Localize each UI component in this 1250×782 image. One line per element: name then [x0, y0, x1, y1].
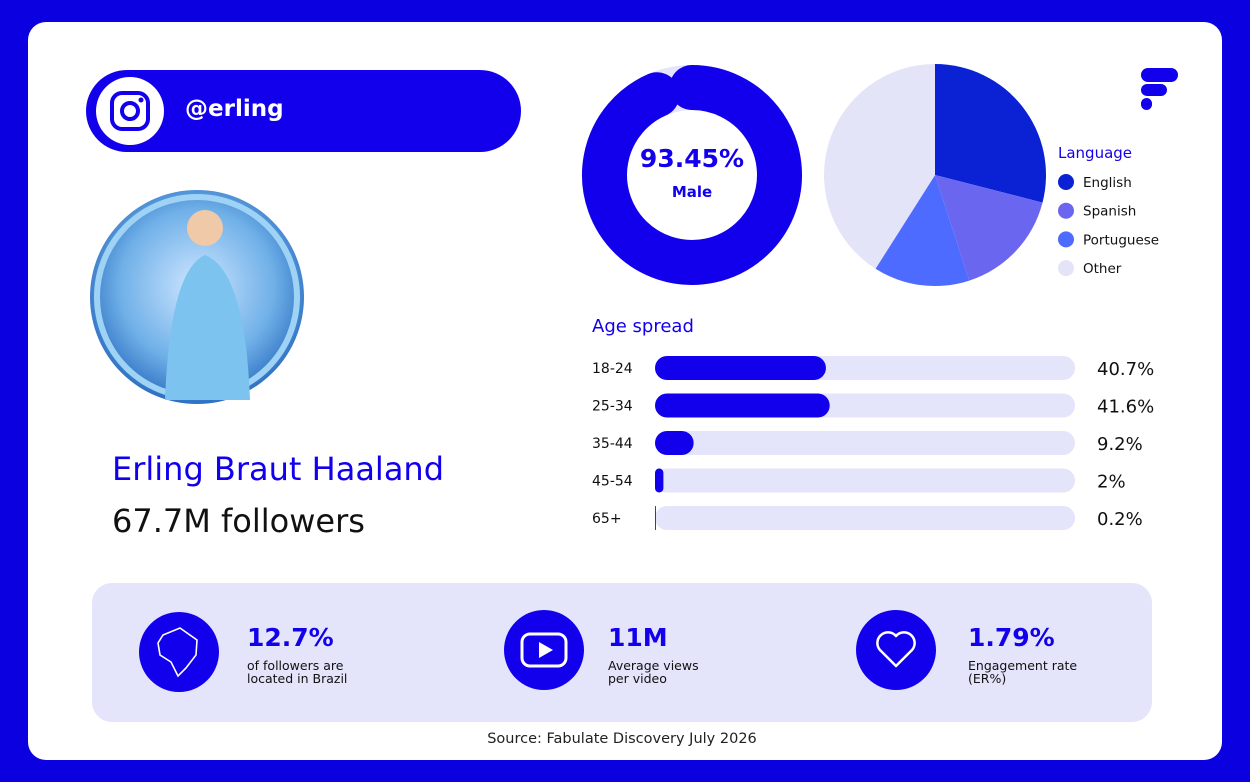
bar-track — [655, 431, 1075, 455]
legend-swatch — [1058, 202, 1074, 219]
stat-value: 12.7% — [247, 623, 334, 652]
bar-value: 2% — [1097, 472, 1126, 493]
bar-value: 0.2% — [1097, 509, 1143, 530]
bar — [655, 468, 664, 493]
legend-label: Spanish — [1083, 204, 1136, 220]
stat-value: 11M — [608, 623, 668, 652]
stat-label: Engagement rate (ER%) — [968, 658, 1078, 686]
handle: @erling — [185, 96, 284, 122]
bar-category: 65+ — [592, 511, 622, 527]
bar-value: 41.6% — [1097, 397, 1154, 418]
stats-panel — [92, 583, 1152, 722]
brazil-icon — [157, 627, 198, 678]
stat-label: of followers are located in Brazil — [247, 658, 348, 686]
video-icon — [539, 642, 553, 658]
followers: 67.7M followers — [112, 502, 365, 540]
legend-label: English — [1083, 175, 1132, 191]
video-icon — [520, 632, 568, 668]
pie-slice — [935, 64, 1046, 203]
bar — [655, 356, 826, 380]
instagram-icon — [120, 101, 140, 121]
bar-category: 25-34 — [592, 399, 633, 415]
legend-label: Other — [1083, 261, 1122, 277]
instagram-icon — [110, 91, 150, 131]
bar — [655, 431, 694, 455]
profile-photo — [187, 210, 223, 246]
heart-icon — [876, 631, 916, 668]
bar — [655, 506, 656, 530]
bar-category: 35-44 — [592, 436, 633, 452]
bar-value: 40.7% — [1097, 359, 1154, 380]
profile-photo — [165, 255, 250, 400]
bar-track — [655, 468, 1075, 493]
legend-swatch — [1058, 174, 1074, 190]
stat-icon — [139, 612, 219, 692]
bar-track — [655, 506, 1075, 530]
bar-title: Age spread — [592, 316, 694, 337]
bar — [655, 393, 830, 418]
legend-label: Portuguese — [1083, 232, 1159, 248]
donut-value: 93.45% — [640, 144, 744, 173]
instagram-icon — [138, 97, 144, 103]
pie-slice — [875, 175, 970, 286]
stat-label: Average views per video — [608, 658, 699, 686]
instagram-badge — [96, 77, 164, 145]
donut-label: Male — [672, 183, 712, 201]
legend-swatch — [1058, 260, 1074, 277]
pie-slice — [824, 64, 935, 269]
stat-value: 1.79% — [968, 623, 1055, 652]
legend-swatch — [1058, 231, 1074, 248]
logo — [1141, 68, 1178, 110]
profile-name: Erling Braut Haaland — [112, 450, 445, 488]
legend-title: Language — [1058, 144, 1132, 162]
bar-category: 18-24 — [592, 361, 633, 377]
bar-category: 45-54 — [592, 474, 633, 490]
bar-value: 9.2% — [1097, 434, 1143, 455]
stat-icon — [856, 610, 936, 690]
pie-slice — [935, 175, 1043, 281]
donut-arc — [582, 65, 802, 285]
source: Source: Fabulate Discovery July 2026 — [487, 731, 757, 747]
handle-pill — [86, 70, 521, 152]
